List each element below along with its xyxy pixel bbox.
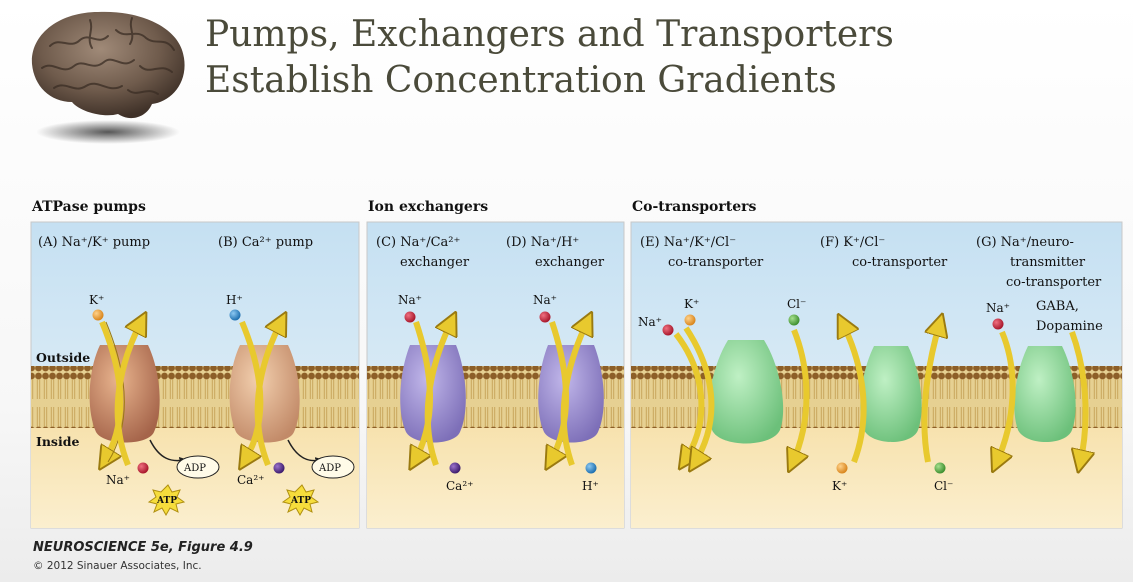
atp-burst-icon [147,484,186,517]
k-cl-cotransporter: (F) K⁺/Cl⁻ co-transporter K⁺ Cl⁻ [820,235,953,493]
panel-c-title-2: exchanger [400,255,470,270]
panel-f-title-2: co-transporter [852,255,948,270]
panel-cotransporters: (E) Na⁺/K⁺/Cl⁻ co-transporter Na⁺ K⁺ Cl⁻… [630,221,1123,529]
na-k-pump: (A) Na⁺/K⁺ pump K⁺ Na⁺ ADP ATP [38,235,220,517]
panel-e-title-1: (E) Na⁺/K⁺/Cl⁻ [640,235,736,250]
panel-c-title-1: (C) Na⁺/Ca²⁺ [376,235,460,250]
h-ion-icon [585,462,597,474]
na-k-cl-cotransporter: (E) Na⁺/K⁺/Cl⁻ co-transporter Na⁺ K⁺ Cl⁻ [638,235,810,464]
section-label-cotransporters: Co-transporters [632,199,757,215]
section-label-exchangers: Ion exchangers [368,199,489,215]
panel-a-adp-label: ADP [183,463,206,474]
ca-ion-icon [449,462,461,474]
panel-g-title-3: co-transporter [1006,275,1102,290]
ca-pump: (B) Ca²⁺ pump H⁺ Ca²⁺ ADP ATP [218,235,355,517]
na-ion-icon [662,324,674,336]
k-ion-icon [684,314,696,326]
inside-label: Inside [36,434,79,449]
h-ion-icon [229,309,241,321]
brain-icon [31,11,185,144]
slide-title: Pumps, Exchangers and Transporters Estab… [205,12,894,104]
panel-e-title-2: co-transporter [668,255,764,270]
atp-burst-icon [281,484,320,517]
section-label-atpase: ATPase pumps [32,199,146,215]
na-ca-exchanger: (C) Na⁺/Ca²⁺ exchanger Na⁺ Ca²⁺ [376,235,473,493]
panel-b-atp-label: ATP [290,496,311,506]
panel-e-cl-label: Cl⁻ [787,297,806,311]
panel-d-na-label: Na⁺ [533,293,557,307]
k-ion-icon [92,309,104,321]
figure-caption: NEUROSCIENCE 5e, Figure 4.9 [33,540,253,555]
title-line-2: Establish Concentration Gradients [205,60,837,101]
k-ion-icon [836,462,848,474]
ca-ion-icon [273,462,285,474]
outside-label: Outside [36,350,90,365]
panel-g-title-1: (G) Na⁺/neuro- [976,235,1074,250]
panel-e-k-label: K⁺ [684,297,699,311]
panel-f-title-1: (F) K⁺/Cl⁻ [820,235,885,250]
panel-b-ca-label: Ca²⁺ [237,473,264,487]
panel-a-atp-label: ATP [156,496,177,506]
cl-ion-icon [934,462,946,474]
panel-g-gaba-label: GABA, [1036,299,1079,314]
panel-e-na-label: Na⁺ [638,315,662,329]
panel-b-h-label: H⁺ [226,293,243,307]
panel-a-k-label: K⁺ [89,293,104,307]
adp-ellipse-icon [311,455,355,479]
na-ion-icon [404,311,416,323]
panel-g-na-label: Na⁺ [986,301,1010,315]
panel-c-ca-label: Ca²⁺ [446,479,473,493]
panel-exchangers: (C) Na⁺/Ca²⁺ exchanger Na⁺ Ca²⁺ (D) Na⁺/… [366,221,625,529]
panel-b-adp-label: ADP [318,463,341,474]
panel-a-title: (A) Na⁺/K⁺ pump [38,235,150,250]
copyright-notice: © 2012 Sinauer Associates, Inc. [33,560,202,572]
panel-c-na-label: Na⁺ [398,293,422,307]
panel-d-title-2: exchanger [535,255,605,270]
na-ion-icon [992,318,1004,330]
panel-f-cl-label: Cl⁻ [934,479,953,493]
panel-f-k-label: K⁺ [832,479,847,493]
cl-ion-icon [788,314,800,326]
na-neurotransmitter-cotransporter: (G) Na⁺/neuro- transmitter co-transporte… [976,235,1103,464]
panel-g-title-2: transmitter [1010,255,1086,270]
panel-d-title-1: (D) Na⁺/H⁺ [506,235,579,250]
title-line-1: Pumps, Exchangers and Transporters [205,14,894,55]
na-ion-icon [137,462,149,474]
na-ion-icon [539,311,551,323]
panel-atpase: Outside Inside (A) Na⁺/K⁺ pump K⁺ Na⁺ AD… [30,221,360,529]
panel-a-na-label: Na⁺ [106,473,130,487]
panel-d-h-label: H⁺ [582,479,599,493]
panel-b-title: (B) Ca²⁺ pump [218,235,313,250]
panel-g-dopamine-label: Dopamine [1036,319,1103,334]
adp-ellipse-icon [176,455,220,479]
na-h-exchanger: (D) Na⁺/H⁺ exchanger Na⁺ H⁺ [506,235,605,493]
